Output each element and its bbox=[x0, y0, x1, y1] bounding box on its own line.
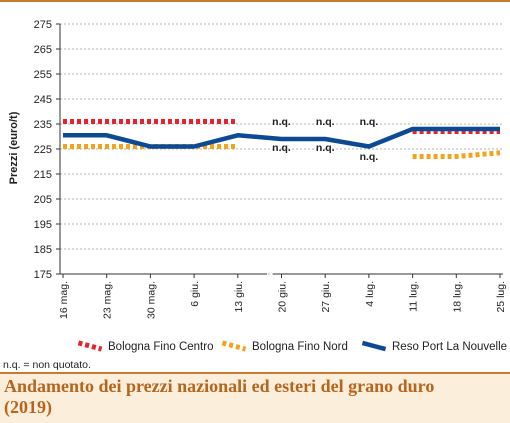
legend-swatch-3 bbox=[361, 340, 387, 352]
nq-label: n.q. bbox=[360, 151, 379, 163]
legend-swatch-2 bbox=[221, 340, 247, 352]
top-rule bbox=[0, 0, 510, 2]
nq-label: n.q. bbox=[316, 116, 335, 128]
y-tick-label: 215 bbox=[34, 169, 52, 181]
y-tick-label: 275 bbox=[34, 19, 52, 31]
y-tick-label: 205 bbox=[34, 194, 52, 206]
nq-label: n.q. bbox=[316, 142, 335, 154]
x-tick-label: 23 mag. bbox=[102, 281, 114, 319]
x-tick-label: 30 mag. bbox=[145, 281, 157, 319]
chart-title: Andamento dei prezzi nazionali ed esteri… bbox=[4, 376, 435, 417]
x-tick-label: 11 lug. bbox=[408, 281, 420, 312]
y-tick-label: 195 bbox=[34, 219, 52, 231]
nq-label: n.q. bbox=[360, 116, 379, 128]
x-tick-label: 4 lug. bbox=[364, 281, 376, 307]
x-tick-label: 16 mag. bbox=[58, 281, 70, 319]
series-line-2 bbox=[412, 150, 501, 159]
legend-swatch-1 bbox=[77, 340, 103, 352]
legend-label-2: Bologna Fino Nord bbox=[252, 341, 348, 353]
y-tick-label: 245 bbox=[34, 94, 52, 106]
label-layer: n.q. n.q. n.q. n.q. n.q. n.q. bbox=[272, 116, 378, 163]
x-tick-label: 18 lug. bbox=[451, 281, 463, 313]
nq-label: n.q. bbox=[272, 142, 291, 154]
series-line-3 bbox=[63, 126, 500, 149]
y-tick-label: 185 bbox=[34, 244, 52, 256]
y-tick-label: 175 bbox=[34, 269, 52, 281]
x-tick-label: 25 lug. bbox=[495, 281, 507, 313]
y-tick-label: 225 bbox=[34, 144, 52, 156]
legend: Bologna Fino Centro Bologna Fino Nord Reso… bbox=[77, 340, 507, 353]
y-tick-label: 265 bbox=[34, 44, 52, 56]
legend-label-1: Bologna Fino Centro bbox=[108, 341, 213, 353]
price-chart: 175 185 195 205 215 225 235 245 255 265 275 16 mag.… bbox=[8, 19, 507, 353]
legend-label-3: Reso Port La Nouvelle bbox=[392, 341, 507, 353]
series-layer bbox=[63, 119, 501, 159]
nq-label: n.q. bbox=[272, 116, 291, 128]
axis-layer: 175 185 195 205 215 225 235 245 255 265 275 16 mag.… bbox=[34, 19, 507, 319]
x-tick-label: 6 giu. bbox=[189, 281, 201, 307]
y-tick-label: 255 bbox=[34, 69, 52, 81]
chart-title-box: Andamento dei prezzi nazionali ed esteri… bbox=[0, 372, 510, 423]
x-tick-label: 20 giu. bbox=[277, 281, 289, 313]
x-tick-label: 27 giu. bbox=[320, 281, 332, 313]
y-tick-label: 235 bbox=[34, 119, 52, 131]
nq-footnote: n.q. = non quotato. bbox=[3, 359, 91, 371]
x-tick-label: 13 giu. bbox=[233, 281, 245, 313]
y-axis-label: Prezzi (euro/t) bbox=[8, 111, 20, 184]
